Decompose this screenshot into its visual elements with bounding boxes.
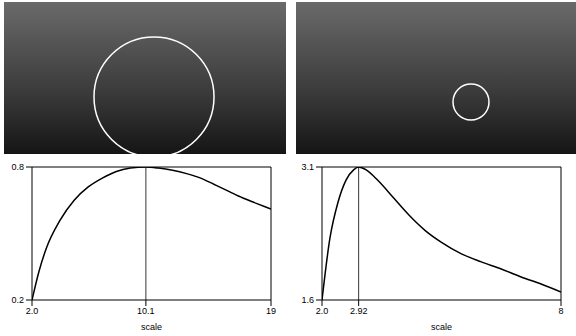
- svg-text:scale: scale: [431, 322, 452, 332]
- svg-text:scale: scale: [141, 322, 162, 332]
- svg-text:0.2: 0.2: [11, 295, 24, 305]
- svg-text:1.6: 1.6: [301, 295, 314, 305]
- svg-text:10.1: 10.1: [137, 306, 155, 316]
- svg-text:2.0: 2.0: [26, 306, 39, 316]
- svg-text:0.8: 0.8: [11, 162, 24, 172]
- svg-text:2.0: 2.0: [316, 306, 329, 316]
- svg-text:19: 19: [266, 306, 276, 316]
- svg-text:2.92: 2.92: [350, 306, 368, 316]
- svg-text:8: 8: [558, 306, 563, 316]
- svg-text:3.1: 3.1: [301, 162, 314, 172]
